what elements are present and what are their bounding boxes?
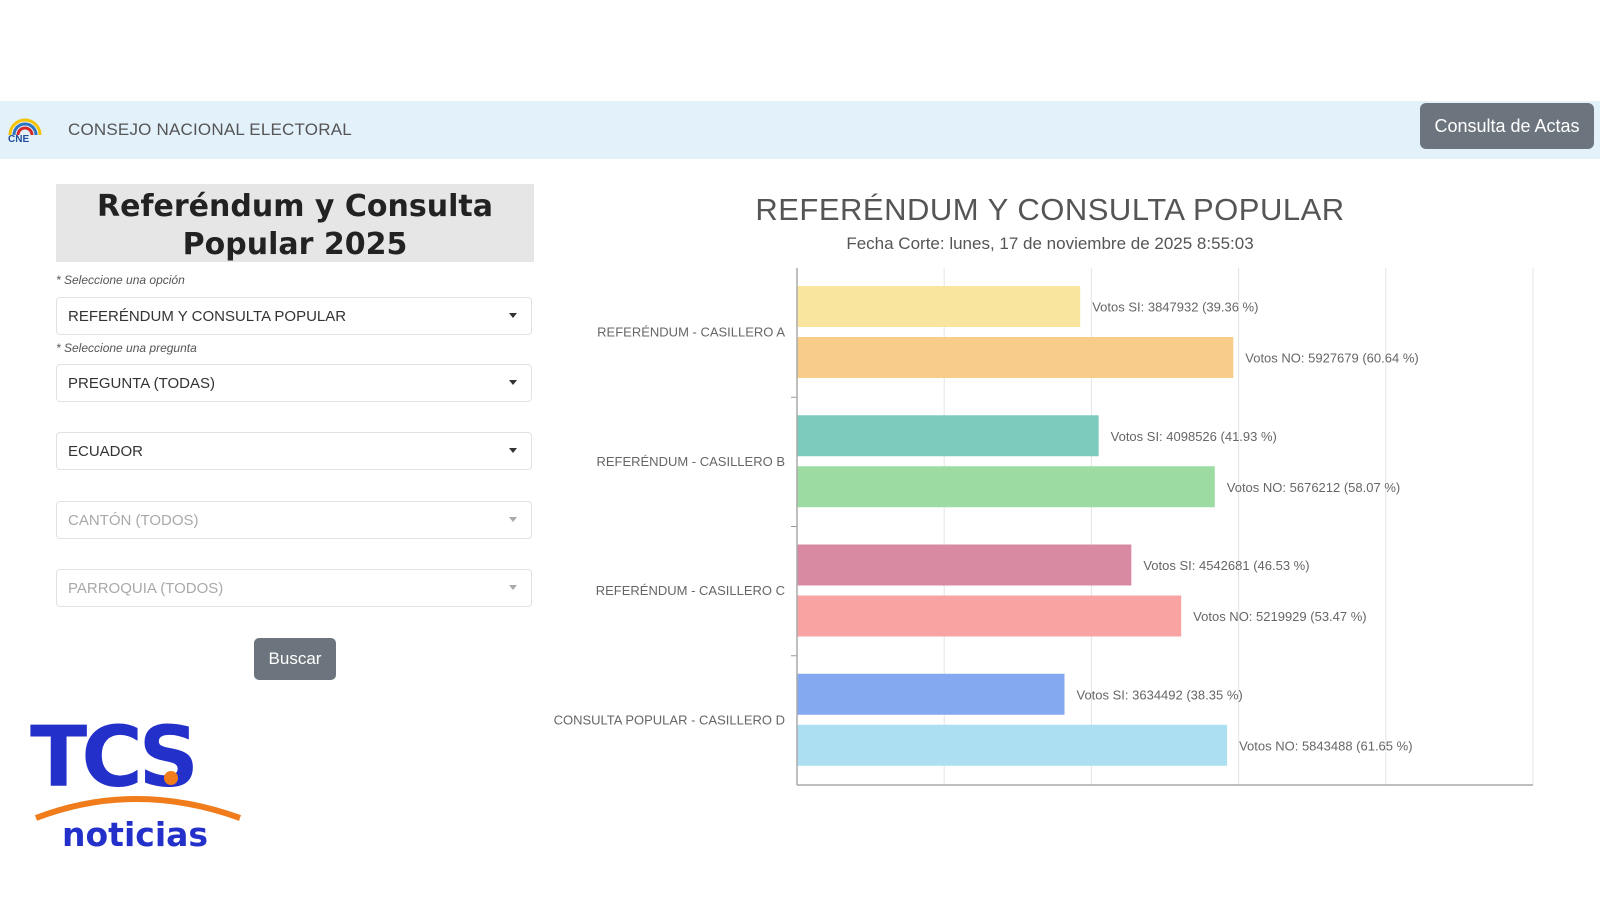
svg-text:CNE: CNE	[8, 134, 29, 143]
chart-bar	[797, 415, 1099, 457]
chevron-down-icon	[509, 448, 517, 453]
chevron-down-icon	[509, 517, 517, 522]
chart-data-label: Votos NO: 5927679 (60.64 %)	[1245, 351, 1418, 366]
parish-select-value: PARROQUIA (TODOS)	[68, 580, 224, 597]
hint-select-question: * Seleccione una pregunta	[56, 341, 197, 355]
chart-bar	[797, 724, 1228, 766]
chart-data-label: Votos NO: 5219929 (53.47 %)	[1193, 609, 1366, 624]
canton-select: CANTÓN (TODOS)	[56, 501, 532, 539]
logo-dot-icon	[164, 771, 178, 785]
question-select[interactable]: PREGUNTA (TODAS)	[56, 364, 532, 402]
chevron-down-icon	[509, 313, 517, 318]
page-title-box: Referéndum y Consulta Popular 2025	[56, 184, 534, 262]
option-select[interactable]: REFERÉNDUM Y CONSULTA POPULAR	[56, 297, 532, 335]
question-select-value: PREGUNTA (TODAS)	[68, 375, 215, 392]
parish-select: PARROQUIA (TODOS)	[56, 569, 532, 607]
tcs-noticias-logo: TCS noticias	[30, 718, 242, 853]
chart-data-label: Votos NO: 5843488 (61.65 %)	[1239, 738, 1412, 753]
province-select-value: ECUADOR	[68, 443, 144, 460]
chart-category-label: REFERÉNDUM - CASILLERO B	[596, 454, 785, 469]
chart-data-label: Votos SI: 3634492 (38.35 %)	[1076, 687, 1242, 702]
chart-category-label: REFERÉNDUM - CASILLERO A	[597, 325, 785, 340]
chevron-down-icon	[509, 585, 517, 590]
hint-select-option: * Seleccione una opción	[56, 273, 185, 287]
chart-bar	[797, 673, 1065, 715]
chevron-down-icon	[509, 380, 517, 385]
option-select-value: REFERÉNDUM Y CONSULTA POPULAR	[68, 308, 347, 325]
canton-select-value: CANTÓN (TODOS)	[68, 512, 199, 529]
chart-bar	[797, 544, 1132, 586]
chart-data-label: Votos NO: 5676212 (58.07 %)	[1227, 480, 1400, 495]
chart-data-label: Votos SI: 3847932 (39.36 %)	[1092, 300, 1258, 315]
logo-swoosh-icon	[34, 796, 242, 821]
chart-bar	[797, 595, 1182, 637]
consulta-actas-button[interactable]: Consulta de Actas	[1420, 103, 1594, 149]
tcs-brand-text: TCS	[30, 718, 194, 806]
chart-bar	[797, 466, 1215, 508]
chart-subtitle: Fecha Corte: lunes, 17 de noviembre de 2…	[846, 234, 1254, 253]
cne-logo-icon[interactable]: CNE	[6, 113, 44, 143]
org-name: CONSEJO NACIONAL ELECTORAL	[68, 120, 352, 139]
chart-title: REFERÉNDUM Y CONSULTA POPULAR	[755, 192, 1345, 227]
search-button[interactable]: Buscar	[254, 638, 336, 680]
chart-bar	[797, 286, 1081, 327]
chart-data-label: Votos SI: 4098526 (41.93 %)	[1111, 429, 1277, 444]
tcs-sub-text: noticias	[62, 815, 208, 853]
top-navbar: CNE CONSEJO NACIONAL ELECTORAL Consulta …	[0, 101, 1600, 159]
page-title: Referéndum y Consulta Popular 2025	[97, 189, 493, 262]
province-select[interactable]: ECUADOR	[56, 432, 532, 470]
chart-category-label: CONSULTA POPULAR - CASILLERO D	[554, 712, 785, 727]
chart-bar	[797, 337, 1234, 378]
chart-data-label: Votos SI: 4542681 (46.53 %)	[1143, 558, 1309, 573]
chart-category-label: REFERÉNDUM - CASILLERO C	[596, 583, 785, 598]
